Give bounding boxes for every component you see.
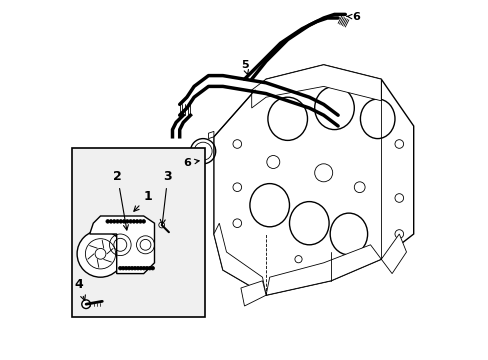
- Polygon shape: [89, 216, 154, 274]
- Circle shape: [125, 220, 129, 223]
- Circle shape: [127, 266, 131, 270]
- Circle shape: [119, 220, 122, 223]
- Circle shape: [116, 220, 119, 223]
- Ellipse shape: [314, 86, 354, 130]
- Circle shape: [77, 230, 123, 277]
- Circle shape: [121, 266, 125, 270]
- Ellipse shape: [289, 202, 328, 245]
- Circle shape: [118, 266, 122, 270]
- Circle shape: [128, 220, 132, 223]
- Circle shape: [109, 220, 113, 223]
- Polygon shape: [251, 65, 381, 108]
- Ellipse shape: [360, 99, 394, 139]
- Circle shape: [124, 266, 128, 270]
- Polygon shape: [213, 223, 265, 295]
- Ellipse shape: [267, 97, 307, 140]
- Circle shape: [159, 222, 164, 228]
- Text: 3: 3: [160, 170, 172, 225]
- Circle shape: [142, 266, 145, 270]
- Circle shape: [133, 266, 137, 270]
- Polygon shape: [241, 281, 265, 306]
- Polygon shape: [381, 234, 406, 274]
- Text: 2: 2: [113, 170, 128, 230]
- Circle shape: [135, 220, 139, 223]
- Circle shape: [106, 220, 109, 223]
- Circle shape: [85, 239, 115, 269]
- Text: 5: 5: [241, 60, 248, 75]
- FancyBboxPatch shape: [72, 148, 204, 317]
- Circle shape: [95, 248, 106, 259]
- Text: 1: 1: [134, 190, 152, 211]
- Circle shape: [122, 220, 125, 223]
- Circle shape: [151, 266, 154, 270]
- Ellipse shape: [329, 213, 367, 255]
- Circle shape: [148, 266, 151, 270]
- Text: 6: 6: [346, 12, 360, 22]
- Polygon shape: [208, 131, 213, 139]
- Text: 6: 6: [183, 158, 199, 168]
- Polygon shape: [213, 65, 413, 295]
- Circle shape: [138, 220, 142, 223]
- Ellipse shape: [249, 184, 289, 227]
- Text: 4: 4: [75, 278, 85, 301]
- Circle shape: [130, 266, 134, 270]
- Circle shape: [145, 266, 148, 270]
- Circle shape: [132, 220, 135, 223]
- Circle shape: [142, 220, 145, 223]
- Circle shape: [81, 300, 90, 309]
- Circle shape: [136, 266, 140, 270]
- Polygon shape: [265, 245, 381, 295]
- Circle shape: [112, 220, 116, 223]
- Circle shape: [139, 266, 142, 270]
